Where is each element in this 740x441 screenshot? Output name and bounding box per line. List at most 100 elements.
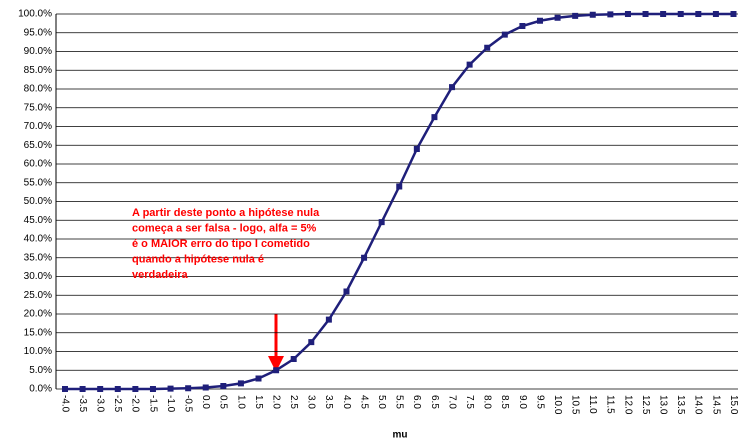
x-tick-label: 8.0: [482, 395, 493, 409]
marker: [572, 12, 579, 19]
marker: [501, 31, 508, 38]
y-tick-label: 100.0%: [18, 9, 52, 20]
y-tick-label: 0.0%: [29, 384, 52, 395]
y-tick-label: 20.0%: [24, 309, 52, 320]
x-tick-label: 6.5: [429, 395, 440, 409]
marker: [730, 11, 737, 17]
annotation: verdadeira: [132, 269, 189, 281]
annotation: começa a ser falsa - logo, alfa = 5%: [132, 222, 317, 234]
marker: [589, 11, 596, 18]
marker: [237, 380, 244, 387]
marker: [677, 11, 684, 17]
x-tick-label: 14.5: [710, 395, 721, 415]
marker: [431, 114, 438, 121]
y-tick-label: 40.0%: [24, 234, 52, 245]
y-tick-label: 5.0%: [29, 365, 52, 376]
marker: [343, 288, 350, 295]
x-tick-label: 3.0: [306, 395, 317, 409]
y-tick-label: 70.0%: [24, 121, 52, 132]
x-tick-label: 11.0: [587, 395, 598, 414]
marker: [607, 11, 614, 18]
marker: [396, 183, 403, 190]
marker: [97, 386, 104, 392]
y-tick-label: 45.0%: [24, 215, 52, 226]
x-tick-label: 10.0: [552, 395, 563, 415]
x-tick-label: -0.5: [183, 395, 194, 413]
marker: [519, 23, 526, 29]
x-tick-label: 14.0: [693, 395, 704, 415]
marker: [378, 219, 385, 226]
marker: [62, 386, 68, 392]
marker: [642, 11, 649, 17]
x-tick-label: 0.0: [200, 395, 211, 409]
marker: [660, 11, 667, 17]
y-tick-label: 65.0%: [24, 140, 52, 151]
y-tick-label: 10.0%: [24, 346, 52, 357]
x-tick-label: 13.0: [657, 395, 668, 415]
marker: [202, 384, 209, 391]
x-tick-label: 9.5: [534, 395, 545, 409]
x-tick-label: 15.0: [728, 395, 739, 415]
marker: [361, 254, 368, 261]
y-tick-label: 80.0%: [24, 84, 52, 95]
marker: [220, 383, 227, 389]
x-tick-label: 5.5: [394, 395, 405, 409]
x-tick-label: -3.5: [77, 395, 88, 413]
x-tick-label: -2.0: [130, 395, 141, 413]
x-tick-label: 1.5: [253, 395, 264, 409]
y-tick-label: 50.0%: [24, 196, 52, 207]
x-tick-label: -3.0: [95, 395, 106, 413]
x-tick-label: 7.5: [464, 395, 475, 409]
y-tick-label: 85.0%: [24, 65, 52, 76]
x-tick-label: 2.5: [288, 395, 299, 409]
marker: [413, 146, 420, 152]
marker: [114, 386, 121, 392]
x-tick-label: -2.5: [112, 395, 123, 413]
annotation: A partir deste ponto a hipótese nula: [132, 207, 320, 219]
x-tick-label: 10.5: [570, 395, 581, 415]
marker: [449, 84, 456, 91]
x-tick-label: -4.0: [59, 395, 70, 413]
y-tick-label: 35.0%: [24, 252, 52, 263]
marker: [273, 367, 280, 374]
y-tick-label: 55.0%: [24, 177, 52, 188]
x-tick-label: 9.0: [517, 395, 528, 409]
marker: [255, 375, 262, 382]
marker: [712, 11, 719, 17]
y-tick-label: 25.0%: [24, 290, 52, 301]
marker: [466, 61, 473, 68]
y-tick-label: 30.0%: [24, 271, 52, 282]
marker: [290, 356, 297, 362]
x-tick-label: 0.5: [218, 395, 229, 409]
x-tick-label: 2.0: [270, 395, 281, 409]
x-tick-label: 13.5: [675, 395, 686, 415]
y-tick-label: 60.0%: [24, 159, 52, 170]
y-tick-label: 90.0%: [24, 46, 52, 57]
x-tick-label: 4.5: [358, 395, 369, 409]
x-tick-label: 11.5: [605, 395, 616, 414]
marker: [484, 44, 491, 51]
x-axis-title: mu: [393, 430, 408, 441]
x-tick-label: 12.5: [640, 395, 651, 415]
x-tick-label: -1.5: [147, 395, 158, 413]
marker: [308, 339, 315, 346]
marker: [325, 316, 332, 323]
marker: [536, 17, 543, 24]
marker: [167, 385, 174, 392]
annotation: quando a hipótese nula é: [132, 253, 264, 265]
x-tick-label: -1.0: [165, 395, 176, 413]
x-tick-label: 7.0: [446, 395, 457, 409]
x-tick-label: 5.0: [376, 395, 387, 409]
marker: [695, 11, 702, 17]
x-tick-label: 8.5: [499, 395, 510, 409]
arrow-head: [268, 356, 284, 372]
x-tick-label: 1.0: [235, 395, 246, 409]
x-tick-label: 4.0: [341, 395, 352, 409]
marker: [185, 385, 192, 392]
y-tick-label: 15.0%: [24, 327, 52, 338]
marker: [79, 386, 86, 392]
annotation: é o MAIOR erro do tipo I cometido: [132, 238, 310, 250]
marker: [132, 386, 139, 392]
x-tick-label: 6.0: [411, 395, 422, 409]
